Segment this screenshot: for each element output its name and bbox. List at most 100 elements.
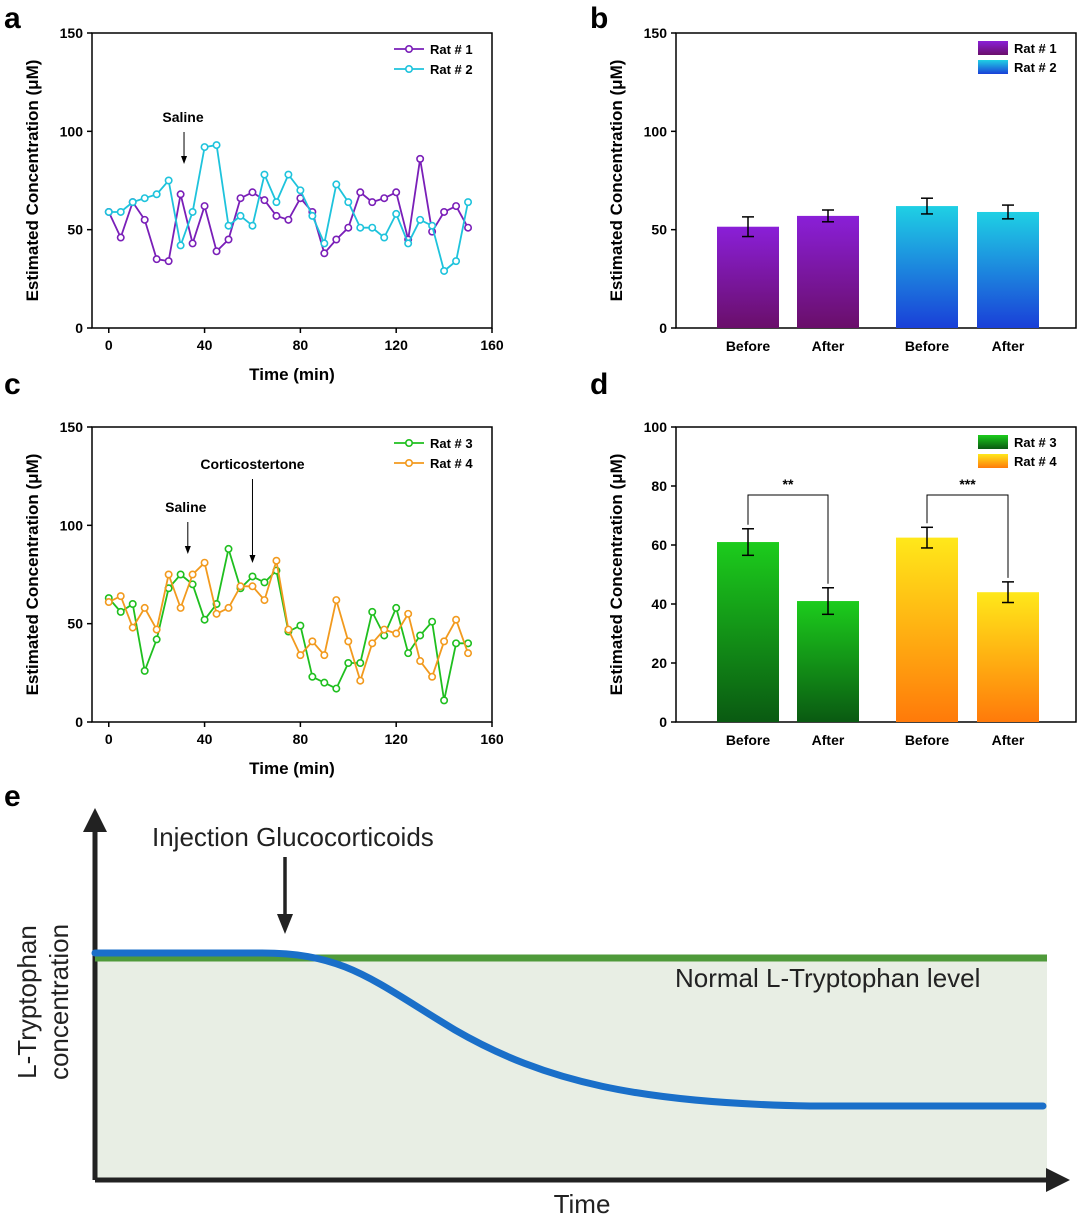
bar	[717, 226, 779, 328]
data-point-rat2	[428, 221, 437, 230]
x-tick-label: 0	[105, 337, 113, 353]
category-label: After	[812, 338, 845, 354]
chart-c: 0 50 100 150 0 40 80 120 160 Time (min) Estimated …	[23, 419, 504, 778]
significance-bracket	[926, 494, 1009, 578]
chart-e: Injection Glucocorticoids Normal L-Trypto…	[12, 808, 1070, 1218]
data-point-rat3	[344, 658, 353, 667]
data-point-rat1	[392, 188, 401, 197]
data-point-rat2	[140, 194, 149, 203]
data-point-rat4	[464, 649, 473, 658]
data-point-rat4	[392, 629, 401, 638]
x-axis-arrowhead	[1046, 1168, 1070, 1192]
data-point-rat2	[440, 266, 449, 275]
legend-marker	[404, 458, 413, 467]
data-point-rat4	[128, 623, 137, 632]
data-point-rat3	[140, 666, 149, 675]
plot-frame	[675, 32, 1077, 329]
data-point-rat2	[356, 223, 365, 232]
y-tick-label: 80	[651, 478, 667, 494]
data-point-rat3	[308, 672, 317, 681]
data-point-rat1	[464, 223, 473, 232]
data-point-rat3	[452, 639, 461, 648]
legend-label: Rat # 4	[430, 456, 473, 471]
legend-marker	[404, 438, 413, 447]
x-tick-label: 40	[197, 731, 213, 747]
injection-label: Injection Glucocorticoids	[152, 822, 434, 852]
x-tick-label: 80	[293, 337, 309, 353]
data-point-rat2	[152, 190, 161, 199]
y-tick-label: 100	[60, 517, 84, 533]
annotation-arrowhead	[181, 156, 188, 164]
data-point-rat2	[416, 215, 425, 224]
legend-swatch	[978, 41, 1008, 55]
data-point-rat3	[356, 658, 365, 667]
annotation-arrowhead	[249, 555, 256, 563]
category-label: Before	[905, 732, 950, 748]
data-point-rat2	[380, 233, 389, 242]
injection-arrowhead	[277, 914, 293, 934]
data-point-rat2	[224, 221, 233, 230]
data-point-rat2	[296, 186, 305, 195]
legend-label: Rat # 3	[1014, 435, 1057, 450]
data-point-rat2	[404, 239, 413, 248]
data-point-rat4	[164, 570, 173, 579]
data-point-rat1	[332, 235, 341, 244]
x-tick-label: 120	[385, 731, 409, 747]
data-point-rat1	[416, 154, 425, 163]
legend-label: Rat # 4	[1014, 454, 1057, 469]
data-point-rat2	[344, 198, 353, 207]
data-point-rat4	[344, 637, 353, 646]
data-point-rat2	[248, 221, 257, 230]
data-point-rat1	[368, 198, 377, 207]
data-point-rat1	[236, 194, 245, 203]
data-point-rat1	[440, 207, 449, 216]
data-point-rat3	[332, 684, 341, 693]
x-tick-label: 0	[105, 731, 113, 747]
panel-label-c: c	[4, 368, 21, 401]
chart-b: 0 50 100 150 Estimated Concentration (μM) Bef…	[607, 25, 1077, 354]
data-point-rat3	[224, 544, 233, 553]
significance-bracket	[747, 494, 829, 584]
y-tick-label: 50	[67, 222, 83, 238]
y-axis-arrowhead	[83, 808, 107, 832]
x-tick-label: 120	[385, 337, 409, 353]
data-point-rat4	[428, 672, 437, 681]
data-point-rat1	[344, 223, 353, 232]
data-point-rat2	[104, 207, 113, 216]
significance-label: **	[783, 476, 794, 492]
data-point-rat3	[176, 570, 185, 579]
bar	[797, 601, 859, 722]
data-point-rat3	[248, 572, 257, 581]
y-axis-title: Estimated Concentration (μM)	[607, 60, 626, 302]
x-tick-label: 160	[480, 731, 504, 747]
x-tick-label: 40	[197, 337, 213, 353]
category-label: After	[992, 338, 1025, 354]
data-point-rat1	[188, 239, 197, 248]
data-point-rat3	[116, 607, 125, 616]
data-point-rat4	[440, 637, 449, 646]
data-point-rat4	[212, 609, 221, 618]
data-point-rat3	[368, 607, 377, 616]
data-point-rat3	[416, 631, 425, 640]
y-tick-label: 50	[67, 616, 83, 632]
x-axis-title: Time (min)	[249, 365, 335, 384]
data-point-rat1	[356, 188, 365, 197]
x-axis-title: Time (min)	[249, 759, 335, 778]
y-axis-title-line2: concentration	[44, 924, 74, 1080]
tryptophan-curve	[91, 949, 1047, 1110]
y-axis-title: Estimated Concentration (μM)	[23, 454, 42, 696]
data-point-rat4	[104, 598, 113, 607]
data-point-rat4	[116, 592, 125, 601]
y-tick-label: 150	[644, 25, 668, 41]
category-label: Before	[726, 732, 771, 748]
bar	[797, 215, 859, 328]
legend-label: Rat # 3	[430, 436, 473, 451]
data-point-rat1	[140, 215, 149, 224]
legend-swatch	[978, 435, 1008, 449]
data-point-rat4	[296, 651, 305, 660]
data-point-rat4	[272, 556, 281, 565]
data-point-rat1	[284, 215, 293, 224]
annotation-corticosterone: Corticostertone	[200, 456, 304, 472]
data-point-rat4	[188, 570, 197, 579]
